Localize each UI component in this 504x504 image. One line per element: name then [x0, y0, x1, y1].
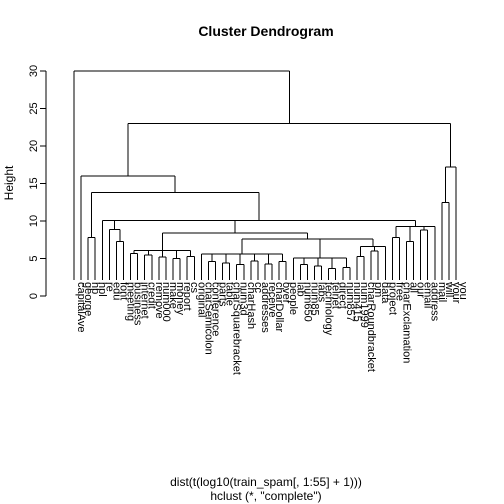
leaf-label: people: [287, 282, 299, 315]
y-tick-label: 5: [28, 255, 40, 261]
leaf-label: capitalAve: [75, 282, 87, 333]
leaf-label: our: [415, 282, 427, 298]
chart-title: Cluster Dendrogram: [198, 23, 333, 39]
y-tick-label: 0: [28, 293, 40, 299]
leaf-label: charSquarebracket: [231, 282, 243, 375]
leaf-label: num000: [160, 282, 172, 322]
leaf-label: hpl: [96, 282, 108, 297]
leaf-labels: capitalAvegeorgehphplreedufontmeetingbus…: [75, 281, 469, 375]
leaf-label: lab: [294, 282, 306, 297]
x-axis-label: dist(t(log10(train_spam[, 1:55] + 1))): [170, 475, 362, 489]
leaf-label: table: [224, 282, 236, 306]
leaf-label: telnet: [330, 282, 342, 309]
leaf-label: charHash: [245, 282, 257, 329]
leaf-label: will: [443, 281, 455, 297]
leaf-label: all: [407, 282, 419, 293]
leaf-label: addresses: [259, 282, 271, 333]
leaf-label: meeting: [125, 282, 137, 321]
leaf-label: make: [167, 282, 179, 309]
leaf-label: technology: [323, 282, 335, 336]
leaf-label: money: [174, 282, 186, 316]
leaf-label: font: [117, 282, 129, 300]
leaf-label: charExclamation: [400, 282, 412, 363]
leaf-label: pm: [372, 282, 384, 297]
leaf-label: cc: [252, 282, 264, 294]
leaf-label: you: [457, 282, 469, 300]
leaf-label: data: [379, 282, 391, 304]
leaf-label: cs: [188, 282, 200, 294]
leaf-label: re: [103, 282, 115, 292]
leaf-label: num857: [344, 282, 356, 322]
leaf-label: charSemicolon: [202, 282, 214, 355]
y-tick-label: 30: [28, 65, 40, 77]
leaf-label: parts: [216, 282, 228, 307]
leaf-label: num415: [351, 282, 363, 322]
leaf-label: email: [422, 282, 434, 308]
leaf-label: hp: [89, 282, 101, 294]
leaf-label: labs: [316, 282, 328, 303]
leaf-label: num3d: [238, 282, 250, 316]
dendrogram-tree: [73, 70, 457, 280]
leaf-label: internet: [139, 282, 151, 319]
y-axis: 0 5 10 15 20 25 30: [28, 65, 47, 299]
y-tick-label: 15: [28, 177, 40, 189]
leaf-label: direct: [337, 282, 349, 309]
leaf-label: report: [181, 282, 193, 311]
leaf-label: mail: [436, 282, 448, 302]
leaf-label: your: [450, 282, 462, 304]
leaf-label: address: [429, 282, 441, 322]
leaf-label: project: [386, 282, 398, 315]
leaf-label: receive: [266, 282, 278, 317]
leaf-label: credit: [146, 282, 158, 309]
leaf-label: free: [393, 282, 405, 301]
leaf-label: charDollar: [273, 282, 285, 332]
y-tick-label: 25: [28, 102, 40, 114]
leaf-label: num1999: [358, 282, 370, 328]
leaf-label: original: [195, 282, 207, 317]
leaf-label: business: [132, 282, 144, 326]
leaf-label: edu: [110, 282, 122, 300]
leaf-label: conference: [209, 282, 221, 336]
leaf-label: num85: [308, 282, 320, 316]
y-tick-label: 10: [28, 215, 40, 227]
leaf-label: remove: [153, 282, 165, 319]
leaf-label: num650: [301, 282, 313, 322]
leaf-label: george: [82, 282, 94, 316]
y-tick-label: 20: [28, 140, 40, 152]
method-sublabel: hclust (*, "complete"): [210, 489, 321, 503]
y-axis-label: Height: [2, 165, 16, 200]
leaf-label: over: [280, 282, 292, 304]
leaf-label: charRoundbracket: [365, 282, 377, 372]
